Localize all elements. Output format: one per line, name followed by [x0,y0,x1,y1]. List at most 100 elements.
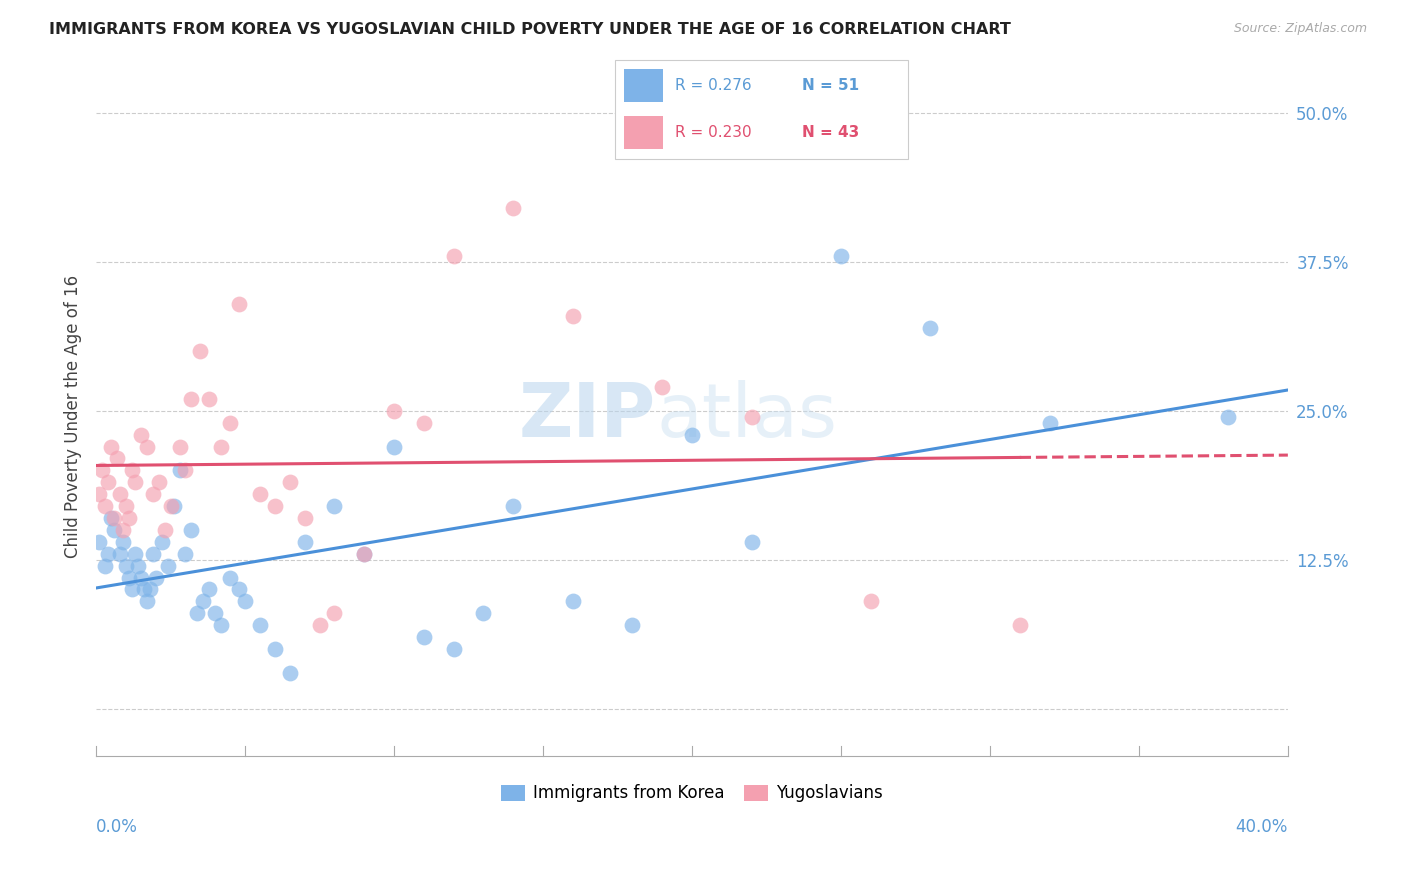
Point [382,404,405,418]
Point [561,309,583,323]
Point [142,547,165,561]
Point [263,499,285,513]
FancyBboxPatch shape [624,70,664,102]
Point [1008,618,1031,632]
Point [561,594,583,608]
Point [204,607,226,621]
Point [132,582,155,597]
Point [249,487,271,501]
Text: N = 51: N = 51 [801,78,859,93]
Point [135,440,157,454]
Point [209,618,232,632]
Text: atlas: atlas [657,380,837,453]
Point [115,499,138,513]
Point [219,571,242,585]
Point [198,582,221,597]
Point [681,427,703,442]
Y-axis label: Child Poverty Under the Age of 16: Child Poverty Under the Age of 16 [65,276,82,558]
Point [100,440,122,454]
Point [111,523,134,537]
Point [263,642,285,657]
Point [323,607,346,621]
Point [87,487,110,501]
Point [228,582,250,597]
Point [115,558,138,573]
Text: N = 43: N = 43 [801,126,859,140]
Point [145,571,167,585]
Point [118,511,141,525]
Point [193,594,215,608]
Point [323,499,346,513]
Point [1038,416,1060,430]
Point [443,249,465,263]
Point [198,392,221,406]
Text: Source: ZipAtlas.com: Source: ZipAtlas.com [1233,22,1367,36]
Text: 0.0%: 0.0% [96,818,138,836]
Point [741,409,763,424]
Point [169,463,191,477]
Point [148,475,170,490]
Point [180,392,202,406]
Point [249,618,271,632]
Point [502,202,524,216]
Point [1218,409,1240,424]
Point [153,523,176,537]
Point [412,416,434,430]
Point [124,475,146,490]
Point [209,440,232,454]
Point [308,618,330,632]
Point [108,487,131,501]
Point [97,547,120,561]
Point [443,642,465,657]
Point [621,618,644,632]
Point [190,344,212,359]
Point [118,571,141,585]
Point [920,320,942,334]
Legend: Immigrants from Korea, Yugoslavians: Immigrants from Korea, Yugoslavians [495,778,890,809]
Point [127,558,149,573]
Point [111,534,134,549]
Text: 40.0%: 40.0% [1236,818,1288,836]
Point [278,475,301,490]
Point [472,607,495,621]
Point [228,296,250,310]
Point [103,511,125,525]
Point [169,440,191,454]
Point [651,380,673,394]
Point [278,665,301,680]
Point [219,416,242,430]
Point [830,249,852,263]
Point [87,534,110,549]
Point [103,523,125,537]
Point [121,463,143,477]
Point [138,582,160,597]
Text: R = 0.230: R = 0.230 [675,126,752,140]
Text: ZIP: ZIP [519,380,657,453]
Point [105,451,128,466]
Point [294,534,316,549]
Point [502,499,524,513]
Point [233,594,256,608]
Point [135,594,157,608]
Point [142,487,165,501]
Point [859,594,882,608]
Text: IMMIGRANTS FROM KOREA VS YUGOSLAVIAN CHILD POVERTY UNDER THE AGE OF 16 CORRELATI: IMMIGRANTS FROM KOREA VS YUGOSLAVIAN CHI… [49,22,1011,37]
Point [382,440,405,454]
Point [121,582,143,597]
Point [124,547,146,561]
Point [156,558,179,573]
Point [150,534,173,549]
Point [108,547,131,561]
Point [97,475,120,490]
Point [94,499,117,513]
FancyBboxPatch shape [614,60,908,159]
Point [174,463,197,477]
FancyBboxPatch shape [624,117,664,149]
Point [186,607,208,621]
Point [129,427,152,442]
Point [353,547,375,561]
Point [159,499,181,513]
Point [741,534,763,549]
Point [412,630,434,644]
Point [174,547,197,561]
